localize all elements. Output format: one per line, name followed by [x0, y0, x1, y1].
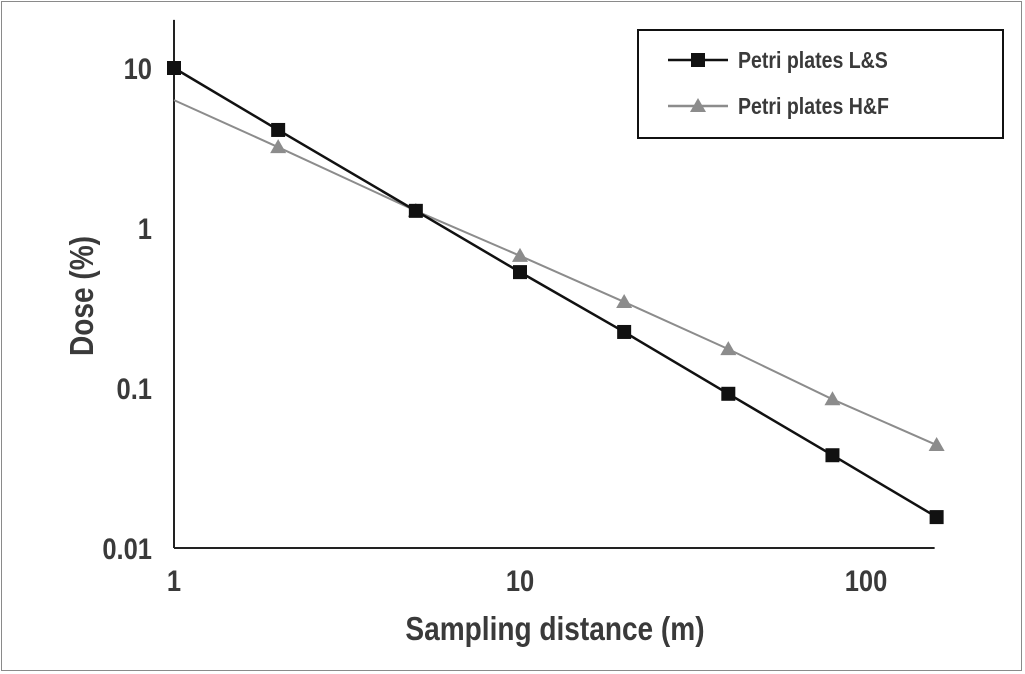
x-axis-title: Sampling distance (m) [405, 611, 704, 648]
data-point [721, 386, 736, 401]
data-point [408, 203, 423, 218]
data-point [271, 122, 286, 137]
series-0 [167, 61, 944, 525]
legend-label: Petri plates L&S [738, 48, 888, 74]
legend-label: Petri plates H&F [738, 94, 889, 120]
axes: 10 1 0.1 0.01 1 10 100 Sampling distance (m) Dos… [64, 19, 935, 648]
data-point [167, 61, 181, 75]
data-point [929, 510, 944, 525]
y-tick-label: 0.1 [117, 372, 152, 405]
series-line [173, 99, 938, 446]
data-point [616, 293, 633, 308]
y-tick-label: 10 [124, 52, 152, 85]
data-point [513, 265, 527, 280]
legend-marker [691, 53, 705, 67]
data-point [270, 139, 287, 154]
data-point [720, 341, 737, 356]
y-tick-label: 0.01 [102, 532, 152, 565]
data-point [617, 324, 632, 339]
data-point [824, 391, 841, 406]
y-axis-title: Dose (%) [64, 236, 101, 356]
x-tick-label: 100 [845, 564, 888, 597]
legend: Petri plates L&S Petri plates H&F [637, 29, 1004, 139]
y-tick-label: 1 [138, 212, 152, 245]
series-group [167, 61, 945, 525]
x-tick-label: 1 [167, 564, 181, 597]
legend-box [637, 29, 1004, 139]
data-point [825, 448, 840, 463]
x-tick-label: 10 [506, 564, 534, 597]
series-1 [173, 99, 945, 452]
data-point [928, 437, 945, 452]
series-line [173, 66, 938, 519]
legend-marker [690, 98, 706, 112]
data-point [512, 247, 528, 262]
